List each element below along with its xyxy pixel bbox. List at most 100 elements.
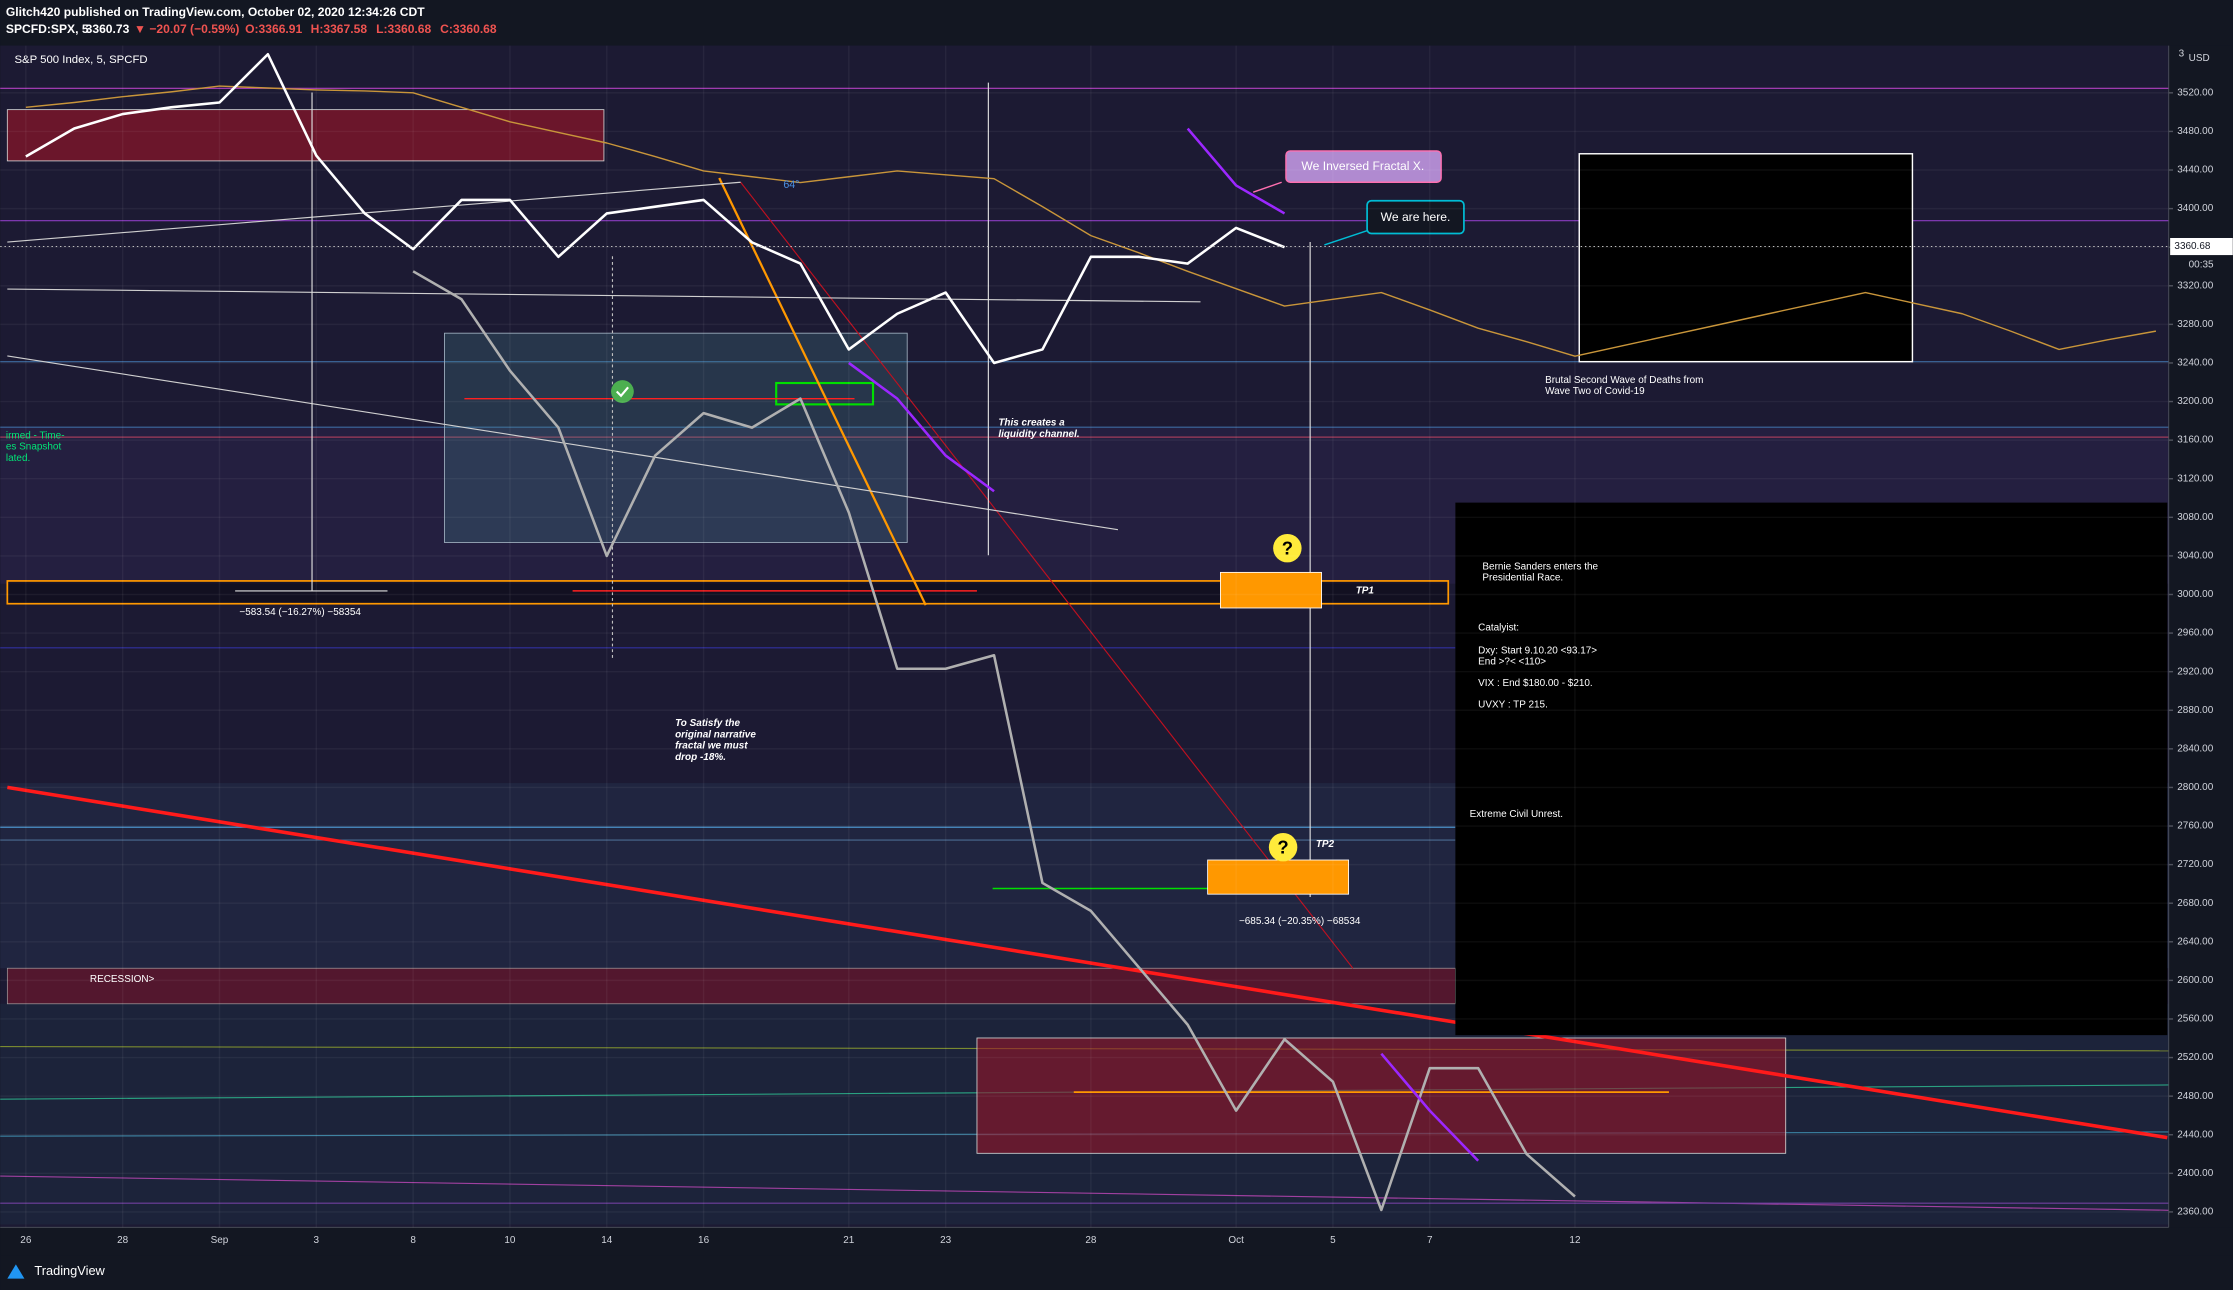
publisher: Glitch420 published on TradingView.com, … [6, 5, 425, 19]
y-tick-label: 3000.00 [2177, 589, 2213, 600]
last: 3360.73 [86, 22, 130, 36]
question-icon [1268, 832, 1298, 862]
question: ? [1282, 537, 1293, 558]
time-axis [0, 1227, 2233, 1256]
callout-pointer [1324, 229, 1368, 246]
x-tick-label: 23 [940, 1235, 952, 1246]
ohlc: O:3366.91 [245, 22, 302, 36]
x-tick-label: 21 [843, 1235, 855, 1246]
last-price-box [2170, 237, 2233, 256]
note-panel [1455, 502, 2168, 1036]
note: liquidity channel. [998, 429, 1079, 440]
note: VIX : End $180.00 - $210. [1478, 678, 1593, 689]
note: Bernie Sanders enters the [1482, 561, 1598, 572]
axis-corner: 3 [2179, 49, 2185, 60]
level-line [0, 1175, 2169, 1211]
brand-logo [7, 1264, 25, 1279]
check-icon [611, 380, 634, 403]
symbol: SPCFD:SPX, 5 [6, 22, 89, 36]
countdown: 00:35 [2189, 259, 2214, 270]
marks [0, 45, 2173, 1228]
tp-label: TP1 [1356, 586, 1374, 597]
y-tick-label: 2720.00 [2177, 859, 2213, 870]
price-line [25, 85, 2157, 357]
measure-label: −685.34 (−20.35%) −68534 [1239, 916, 1361, 927]
price-axis [2168, 45, 2233, 1245]
currency: USD [2189, 53, 2210, 64]
trend-line [7, 181, 741, 243]
x-tick-label: 3 [314, 1235, 320, 1246]
note: End >?< <110> [1478, 657, 1546, 668]
trend-line [7, 785, 2168, 1140]
y-tick-label: 3520.00 [2177, 87, 2213, 98]
note: original narrative [675, 729, 756, 740]
price-line [848, 127, 1480, 1162]
note: fractal we must [675, 741, 748, 752]
y-tick-label: 2440.00 [2177, 1129, 2213, 1140]
y-tick-label: 2880.00 [2177, 705, 2213, 716]
price-line [412, 270, 1576, 1212]
y-tick-label: 2560.00 [2177, 1014, 2213, 1025]
ohlc: L:3360.68 [376, 22, 431, 36]
x-tick-label: Sep [211, 1235, 229, 1246]
y-tick-label: 3440.00 [2177, 165, 2213, 176]
trend-line [718, 177, 927, 606]
trend-line [740, 181, 1354, 969]
y-tick-label: 2360.00 [2177, 1207, 2213, 1218]
y-tick-label: 3280.00 [2177, 319, 2213, 330]
y-tick-label: 3240.00 [2177, 358, 2213, 369]
y-tick-label: 3120.00 [2177, 473, 2213, 484]
y-tick-label: 2840.00 [2177, 743, 2213, 754]
tp-band [6, 580, 1450, 605]
y-tick-label: 2800.00 [2177, 782, 2213, 793]
note: drop -18%. [675, 752, 726, 763]
x-tick-label: 7 [1427, 1235, 1433, 1246]
note: This creates a [998, 418, 1065, 429]
note: UVXY : TP 215. [1478, 699, 1548, 710]
x-tick-label: 5 [1330, 1235, 1336, 1246]
zone-box [976, 1037, 1787, 1154]
angle-label: 64° [783, 179, 799, 191]
y-tick-label: 2400.00 [2177, 1168, 2213, 1179]
x-tick-label: 28 [117, 1235, 129, 1246]
callout-pointer [1252, 181, 1282, 193]
y-tick-label: 2680.00 [2177, 898, 2213, 909]
target-box [775, 381, 875, 406]
note: Presidential Race. [1482, 573, 1563, 584]
y-tick-label: 3200.00 [2177, 396, 2213, 407]
question-icon [1273, 533, 1302, 563]
price-line [25, 52, 1285, 365]
x-tick-label: 28 [1085, 1235, 1097, 1246]
x-tick-label: 8 [410, 1235, 416, 1246]
note: Wave Two of Covid-19 [1545, 386, 1645, 397]
x-tick-label: 12 [1569, 1235, 1581, 1246]
callout-text: We Inversed Fractal X. [1301, 159, 1424, 173]
y-tick-label: 2600.00 [2177, 975, 2213, 986]
brand: TradingView [34, 1263, 105, 1278]
y-tick-label: 3400.00 [2177, 203, 2213, 214]
y-tick-label: 2480.00 [2177, 1091, 2213, 1102]
change: ▼ −20.07 (−0.59%) [134, 22, 239, 36]
y-tick-label: 3480.00 [2177, 126, 2213, 137]
note: To Satisfy the [675, 718, 740, 729]
zone-box [6, 967, 1456, 1005]
callout [1285, 150, 1442, 183]
x-tick-label: 16 [698, 1235, 710, 1246]
note: Brutal Second Wave of Deaths from [1545, 375, 1703, 386]
note: Catalyist: [1478, 623, 1519, 634]
x-tick-label: 26 [20, 1235, 32, 1246]
trend-line [7, 355, 1119, 531]
y-tick-label: 2920.00 [2177, 666, 2213, 677]
side-note: irmed - Time- [6, 430, 65, 441]
side-note: lated. [6, 453, 30, 464]
y-tick-label: 2760.00 [2177, 821, 2213, 832]
side-note: es Snapshot [6, 442, 62, 453]
y-tick-label: 3320.00 [2177, 280, 2213, 291]
question: ? [1277, 836, 1288, 857]
note: RECESSION> [90, 974, 155, 985]
y-tick-label: 2520.00 [2177, 1052, 2213, 1063]
x-tick-label: 10 [504, 1235, 516, 1246]
y-tick-label: 2640.00 [2177, 936, 2213, 947]
